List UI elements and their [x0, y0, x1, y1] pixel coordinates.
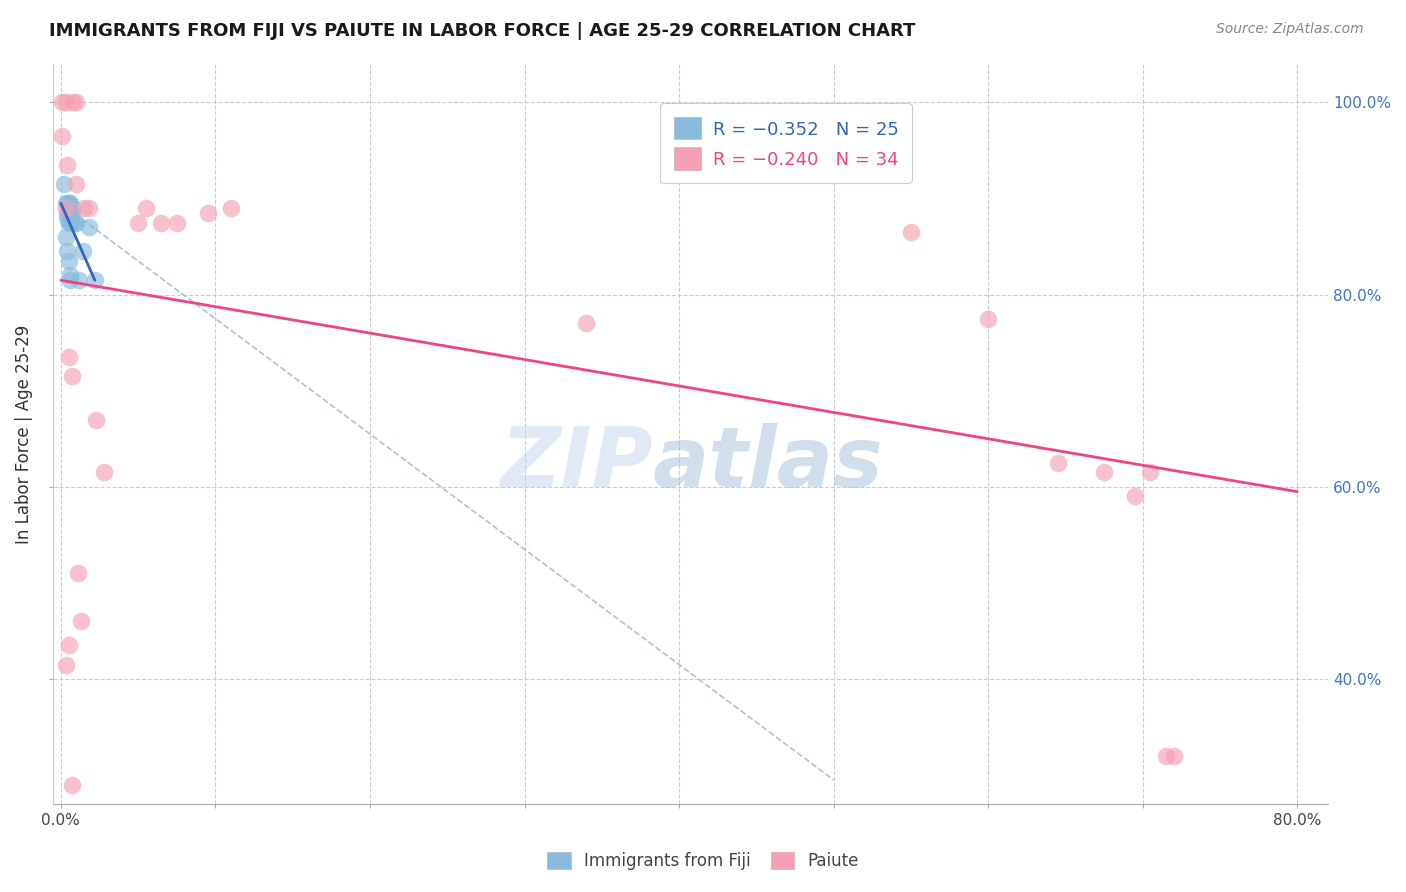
Point [59, 273, 82, 287]
Legend: R = −0.352   N = 25, R = −0.240   N = 34: R = −0.352 N = 25, R = −0.240 N = 34 [661, 103, 912, 183]
Point [72, 244, 94, 259]
Point [86, 412, 108, 426]
Point [166, 216, 188, 230]
Point [55, 95, 77, 110]
Point [59, 216, 82, 230]
Legend: Immigrants from Fiji, Paiute: Immigrants from Fiji, Paiute [541, 845, 865, 877]
Point [1123, 490, 1146, 504]
Point [1163, 748, 1185, 763]
Point [51, 95, 73, 110]
Point [59, 268, 82, 283]
Point [55, 201, 77, 215]
Point [65, 95, 87, 110]
Point [83, 273, 105, 287]
Point [63, 216, 86, 230]
Point [56, 158, 79, 172]
Point [58, 254, 80, 268]
Text: atlas: atlas [652, 423, 883, 504]
Point [59, 206, 82, 220]
Point [58, 350, 80, 364]
Point [59, 196, 82, 211]
Point [575, 317, 598, 331]
Point [197, 206, 219, 220]
Point [55, 230, 77, 244]
Point [58, 639, 80, 653]
Point [56, 206, 79, 220]
Point [65, 177, 87, 191]
Point [135, 201, 157, 215]
Point [70, 615, 93, 629]
Point [67, 273, 90, 287]
Text: IMMIGRANTS FROM FIJI VS PAIUTE IN LABOR FORCE | AGE 25-29 CORRELATION CHART: IMMIGRANTS FROM FIJI VS PAIUTE IN LABOR … [49, 22, 915, 40]
Point [150, 216, 173, 230]
Point [73, 201, 96, 215]
Point [60, 369, 83, 384]
Point [66, 566, 89, 581]
Point [93, 466, 115, 480]
Point [58, 216, 80, 230]
Point [62, 95, 84, 110]
Point [1092, 466, 1115, 480]
Point [58, 196, 80, 211]
Point [1154, 748, 1177, 763]
Point [56, 244, 79, 259]
Point [219, 201, 242, 215]
Point [58, 206, 80, 220]
Point [77, 220, 100, 235]
Text: ZIP: ZIP [499, 423, 652, 504]
Point [60, 216, 83, 230]
Point [900, 225, 922, 239]
Point [1139, 466, 1161, 480]
Point [65, 216, 87, 230]
Point [77, 201, 100, 215]
Y-axis label: In Labor Force | Age 25-29: In Labor Force | Age 25-29 [15, 325, 32, 543]
Point [977, 311, 1000, 326]
Point [60, 206, 83, 220]
Point [60, 778, 83, 792]
Point [52, 177, 75, 191]
Point [55, 657, 77, 672]
Point [55, 196, 77, 211]
Point [62, 201, 84, 215]
Point [56, 196, 79, 211]
Point [127, 216, 149, 230]
Point [1046, 456, 1069, 470]
Point [56, 211, 79, 225]
Point [51, 129, 73, 144]
Text: Source: ZipAtlas.com: Source: ZipAtlas.com [1216, 22, 1364, 37]
